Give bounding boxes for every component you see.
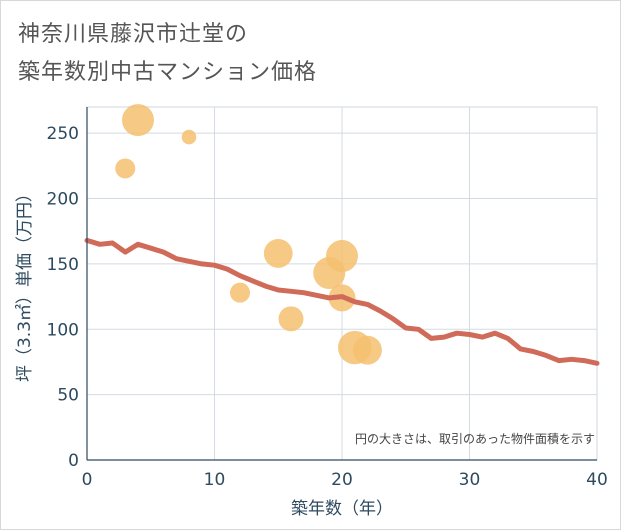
bubble-size-note: 円の大きさは、取引のあった物件面積を示す xyxy=(355,431,595,446)
bubble-point xyxy=(115,158,136,179)
y-tick-label: 250 xyxy=(47,124,79,144)
average-price-line xyxy=(84,237,600,366)
x-tick-label: 10 xyxy=(204,470,226,490)
bubble-point xyxy=(326,240,358,273)
y-tick-label: 0 xyxy=(68,451,79,471)
x-axis-label: 築年数（年） xyxy=(291,499,393,519)
grid-lines xyxy=(87,107,597,460)
y-axis-label: 坪（3.3㎡）単価（万円） xyxy=(15,185,35,382)
chart-title-line-1: 神奈川県藤沢市辻堂の xyxy=(18,22,249,47)
chart-title-line-2: 築年数別中古マンション価格 xyxy=(18,60,318,85)
bubble-point xyxy=(181,129,197,145)
bubble-series xyxy=(115,104,382,365)
x-tick-label: 20 xyxy=(331,470,353,490)
trend-line-series xyxy=(84,237,600,366)
y-tick-label: 200 xyxy=(47,190,79,210)
x-tick-label: 30 xyxy=(459,470,481,490)
y-tick-label: 150 xyxy=(47,255,79,275)
y-tick-label: 100 xyxy=(47,320,79,340)
bubble-point xyxy=(353,335,382,365)
axis-ticks: 0 50 100 150 200 250 0 10 20 30 40 xyxy=(47,107,608,490)
bubble-point xyxy=(230,282,250,303)
y-tick-label: 50 xyxy=(57,386,79,406)
bubble-point xyxy=(278,306,304,332)
bubble-point xyxy=(122,104,154,137)
x-tick-label: 40 xyxy=(586,470,608,490)
bubble-point xyxy=(263,239,293,268)
x-tick-label: 0 xyxy=(82,470,93,490)
